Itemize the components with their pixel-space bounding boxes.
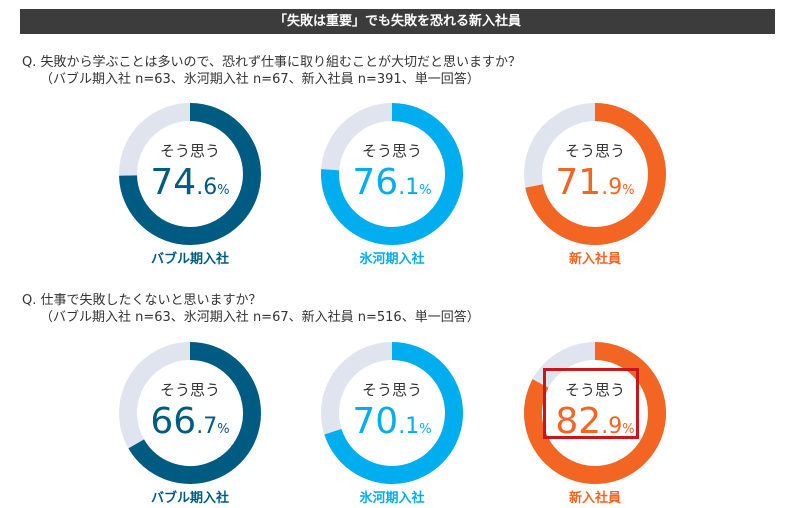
question-2: Q. 仕事で失敗したくないと思いますか？ （バブル期入社 n=63、氷河期入社 … xyxy=(22,292,480,326)
value-label: 82.9% xyxy=(555,401,634,442)
donut-slice xyxy=(324,342,463,484)
donut-slice xyxy=(321,103,463,245)
question-2-text: Q. 仕事で失敗したくないと思いますか？ xyxy=(22,293,262,308)
value-label: 71.9% xyxy=(555,162,634,203)
question-1: Q. 失敗から学ぶことは多いので、恐れず仕事に取り組むことが大切だと思いますか？… xyxy=(22,54,521,88)
value-label: 74.6% xyxy=(150,162,229,203)
center-label: そう思う xyxy=(362,381,422,399)
value-label: 76.1% xyxy=(352,162,431,203)
category-label: バブル期入社 xyxy=(151,251,229,267)
center-label: そう思う xyxy=(565,381,625,399)
header-title: 「失敗は重要」でも失敗を恐れる新入社員 xyxy=(20,9,775,34)
donut-slice xyxy=(119,103,261,245)
center-label: そう思う xyxy=(160,142,220,160)
question-1-text: Q. 失敗から学ぶことは多いので、恐れず仕事に取り組むことが大切だと思いますか？ xyxy=(22,55,521,70)
category-label: バブル期入社 xyxy=(151,490,229,506)
center-label: そう思う xyxy=(160,381,220,399)
category-label: 氷河期入社 xyxy=(359,251,424,267)
highlight-box xyxy=(543,368,639,439)
value-label: 66.7% xyxy=(150,401,229,442)
question-1-sample: （バブル期入社 n=63、氷河期入社 n=67、新入社員 n=391、単一回答） xyxy=(40,72,480,87)
question-2-sample: （バブル期入社 n=63、氷河期入社 n=67、新入社員 n=516、単一回答） xyxy=(40,310,480,325)
category-label: 氷河期入社 xyxy=(359,490,424,506)
center-label: そう思う xyxy=(565,142,625,160)
value-label: 70.1% xyxy=(352,401,431,442)
category-label: 新入社員 xyxy=(569,490,621,506)
donut-slice xyxy=(524,342,666,484)
donut-slice xyxy=(128,342,261,484)
donut-slice xyxy=(525,103,666,245)
center-label: そう思う xyxy=(362,142,422,160)
category-label: 新入社員 xyxy=(569,251,621,267)
